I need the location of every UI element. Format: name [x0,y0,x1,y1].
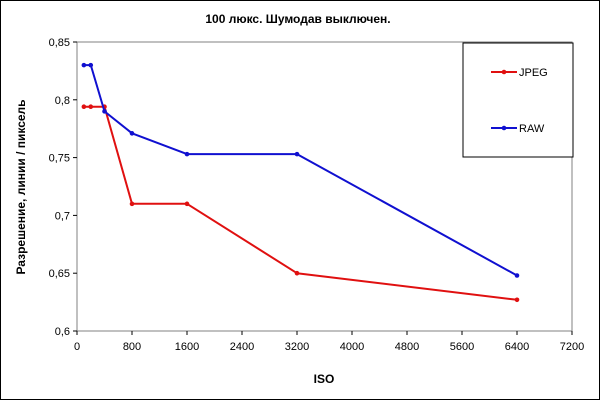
data-point-raw [184,151,190,157]
x-tick-label: 1600 [175,341,199,353]
x-tick-label: 4800 [395,341,419,353]
y-tick-label: 0,85 [49,37,70,49]
data-point-raw [102,109,107,114]
x-axis-title: ISO [314,372,335,386]
y-tick-label: 0,65 [49,268,70,280]
y-axis-title: Разрешение, линии / пиксель [14,99,28,274]
y-tick-label: 0,75 [49,153,70,165]
legend-box [462,42,574,158]
y-tick-label: 0,8 [55,95,70,107]
y-axis: 0,6 0,65 0,7 0,75 0,8 0,85 [49,37,77,338]
x-tick-label: 6400 [505,341,529,353]
data-point-raw [514,273,520,278]
x-tick-label: 5600 [450,341,474,353]
legend-marker-jpeg [501,69,507,75]
y-tick-label: 0,6 [55,326,70,338]
legend: JPEG RAW [462,42,574,158]
data-point-jpeg [88,104,94,110]
x-tick-label: 2400 [230,341,254,353]
data-point-jpeg [514,297,520,303]
data-point-raw [294,151,300,157]
x-tick-label: 3200 [285,341,309,353]
data-point-jpeg [81,104,87,110]
data-point-raw [88,62,94,68]
data-point-jpeg [129,201,135,207]
legend-label-jpeg: JPEG [519,67,548,79]
chart-title: 100 люкс. Шумодав выключен. [205,12,390,26]
data-point-raw [81,62,87,68]
data-point-jpeg [184,201,190,207]
x-tick-label: 0 [74,341,80,353]
series-layer [81,62,520,303]
legend-label-raw: RAW [519,123,545,135]
x-axis: 0 800 1600 2400 3200 4000 4800 5600 6400 7200 [74,331,584,353]
data-point-raw [129,131,135,136]
x-tick-label: 4000 [340,341,364,353]
y-tick-label: 0,7 [55,210,70,222]
x-tick-label: 7200 [560,341,584,353]
legend-marker-raw [501,125,507,131]
data-point-jpeg [294,270,300,276]
x-tick-label: 800 [123,341,141,353]
